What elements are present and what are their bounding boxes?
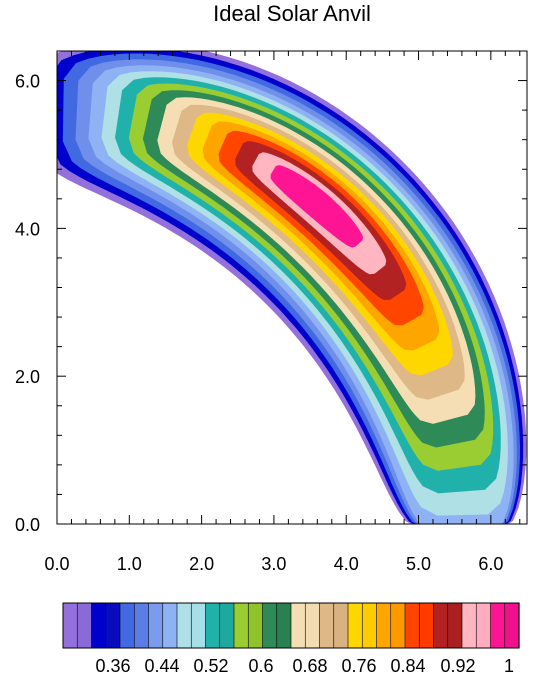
x-tick-label: 1.0 (117, 554, 142, 574)
colorbar-swatch (205, 602, 221, 649)
colorbar-swatch (361, 602, 378, 649)
chart-title: Ideal Solar Anvil (213, 1, 371, 26)
colorbar-swatch (404, 602, 420, 649)
colorbar-swatch (190, 602, 207, 649)
colorbar-swatch (347, 602, 363, 649)
colorbar-label: 0.68 (292, 656, 327, 675)
colorbar-swatch (304, 602, 321, 649)
colorbar-swatch (91, 602, 107, 649)
colorbar-swatch (247, 602, 264, 649)
colorbar-frame (62, 602, 520, 649)
x-tick-label: 0.0 (44, 554, 69, 574)
colorbar-swatch (133, 602, 150, 649)
x-tick-label: 3.0 (261, 554, 286, 574)
colorbar-swatch (276, 602, 292, 649)
colorbar-label: 1 (504, 656, 514, 675)
x-tick-label: 2.0 (189, 554, 214, 574)
colorbar-swatch (148, 602, 164, 649)
colorbar-swatch (262, 602, 278, 649)
y-tick-label: 4.0 (15, 219, 40, 239)
colorbar-label: 0.36 (95, 656, 130, 675)
colorbar-label: 0.44 (144, 656, 179, 675)
y-tick-label: 2.0 (15, 367, 40, 387)
colorbar-swatch (461, 602, 477, 649)
colorbar-swatch (233, 602, 249, 649)
colorbar-swatch (319, 602, 335, 649)
colorbar-swatch (418, 602, 435, 649)
colorbar-swatch (162, 602, 178, 649)
colorbar-label: 0.84 (390, 656, 425, 675)
colorbar-swatch (504, 602, 520, 649)
contour-band-16 (270, 165, 363, 248)
colorbar-label: 0.92 (440, 656, 475, 675)
colorbar-swatch (376, 602, 392, 649)
y-tick-labels: 0.0 2.0 4.0 6.0 (15, 72, 40, 535)
axis-ticks (56, 50, 527, 525)
colorbar-label: 0.6 (248, 656, 273, 675)
colorbar-swatch (176, 602, 192, 649)
colorbar-swatch (390, 602, 406, 649)
colorbar-swatch (475, 602, 492, 649)
x-tick-label: 4.0 (334, 554, 359, 574)
colorbar-swatch (105, 602, 121, 649)
colorbar-swatch (433, 602, 449, 649)
colorbar-swatch (62, 602, 78, 649)
colorbar-swatch (119, 602, 135, 649)
colorbar-label: 0.52 (193, 656, 228, 675)
x-tick-labels: 0.0 1.0 2.0 3.0 4.0 5.0 6.0 (44, 554, 503, 574)
x-tick-label: 5.0 (406, 554, 431, 574)
colorbar-swatch (76, 602, 93, 649)
y-tick-label: 0.0 (15, 515, 40, 535)
colorbar-swatch (333, 602, 349, 649)
colorbar-swatch (490, 602, 506, 649)
colorbar (62, 602, 520, 649)
contour-bands (57, 51, 527, 524)
colorbar-labels: 0.36 0.44 0.52 0.6 0.68 0.76 0.84 0.92 1 (95, 656, 514, 675)
colorbar-swatch (290, 602, 306, 649)
y-tick-label: 6.0 (15, 72, 40, 92)
colorbar-swatch (447, 602, 463, 649)
x-tick-label: 6.0 (478, 554, 503, 574)
colorbar-label: 0.76 (341, 656, 376, 675)
colorbar-swatch (219, 602, 235, 649)
